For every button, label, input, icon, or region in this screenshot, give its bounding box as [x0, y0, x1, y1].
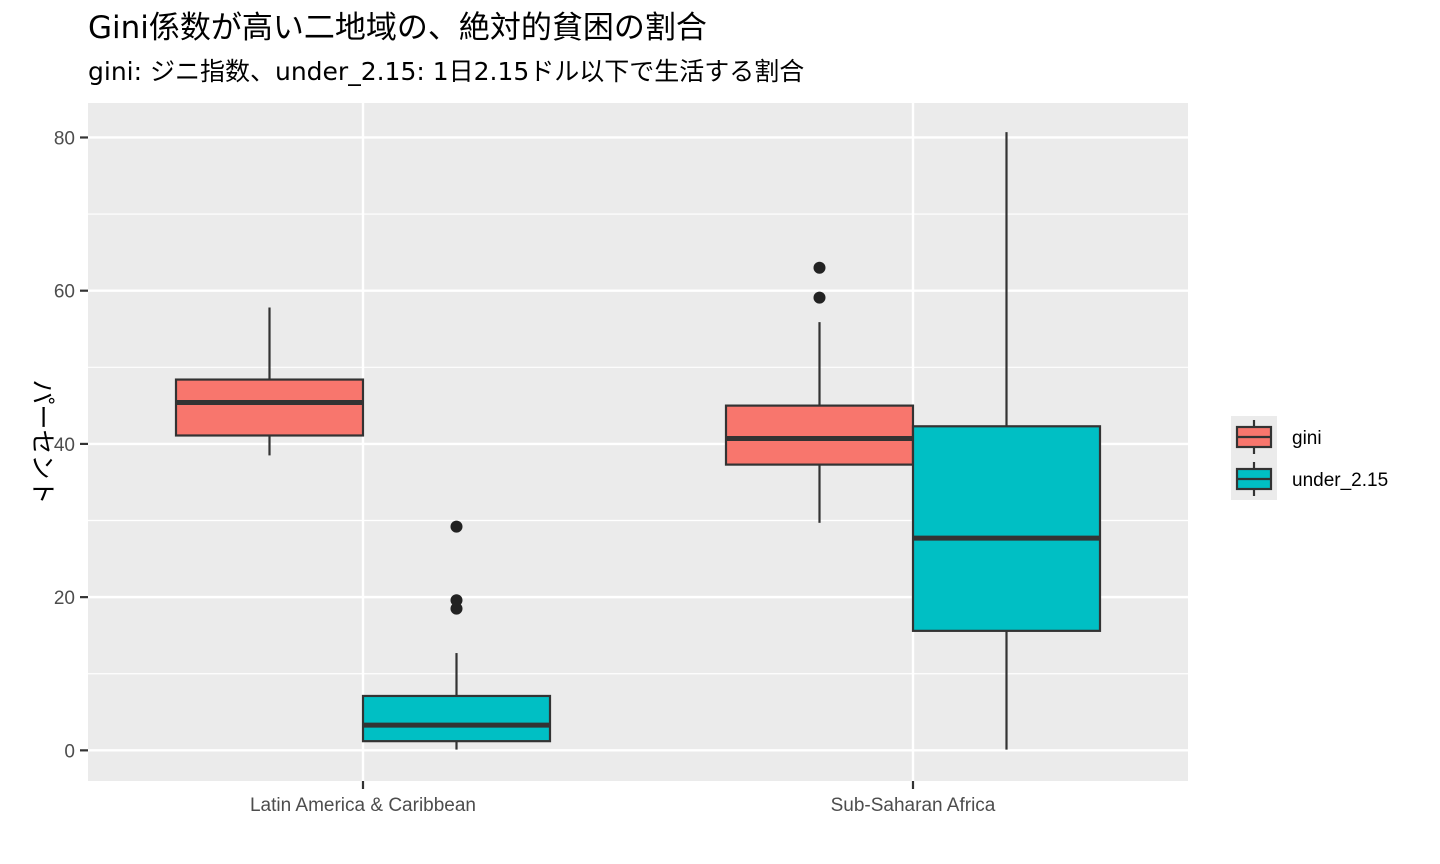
chart-subtitle: gini: ジニ指数、under_2.15: 1日2.15ドル以下で生活する割合 [88, 57, 804, 86]
y-tick-label: 0 [64, 741, 75, 762]
outlier-point [450, 602, 463, 615]
legend-key-under_2.15 [1231, 458, 1277, 500]
x-tick-label: Sub-Saharan Africa [831, 795, 996, 816]
box-under_2.15 [361, 520, 552, 750]
outlier-point [450, 520, 463, 533]
box-gini [174, 307, 365, 456]
y-tick-label: 20 [54, 588, 75, 609]
outlier-point [813, 291, 826, 304]
box-iqr [174, 378, 365, 437]
x-tick-label: Latin America & Caribbean [250, 795, 476, 816]
legend-label: under_2.15 [1292, 470, 1388, 491]
box-iqr [911, 425, 1102, 632]
box-under_2.15 [911, 132, 1102, 750]
y-tick-label: 80 [54, 128, 75, 149]
axes: 0 20 40 60 80 Latin America & Caribbean Sub-Sa… [54, 128, 996, 816]
y-tick-label: 60 [54, 282, 75, 303]
chart-title: Gini係数が高い二地域の、絶対的貧困の割合 [88, 10, 707, 46]
box-gini [724, 261, 915, 523]
box-layer [174, 132, 1102, 750]
box-iqr [361, 694, 552, 743]
outlier-point [450, 594, 463, 607]
outlier-point [813, 261, 826, 274]
legend-key-gini [1231, 416, 1277, 458]
y-axis-title: パーセント [28, 379, 57, 504]
box-iqr [724, 404, 915, 466]
legend-label: gini [1292, 428, 1322, 449]
y-tick-label: 40 [54, 435, 75, 456]
legend: gini under_2.15 [1231, 416, 1388, 500]
